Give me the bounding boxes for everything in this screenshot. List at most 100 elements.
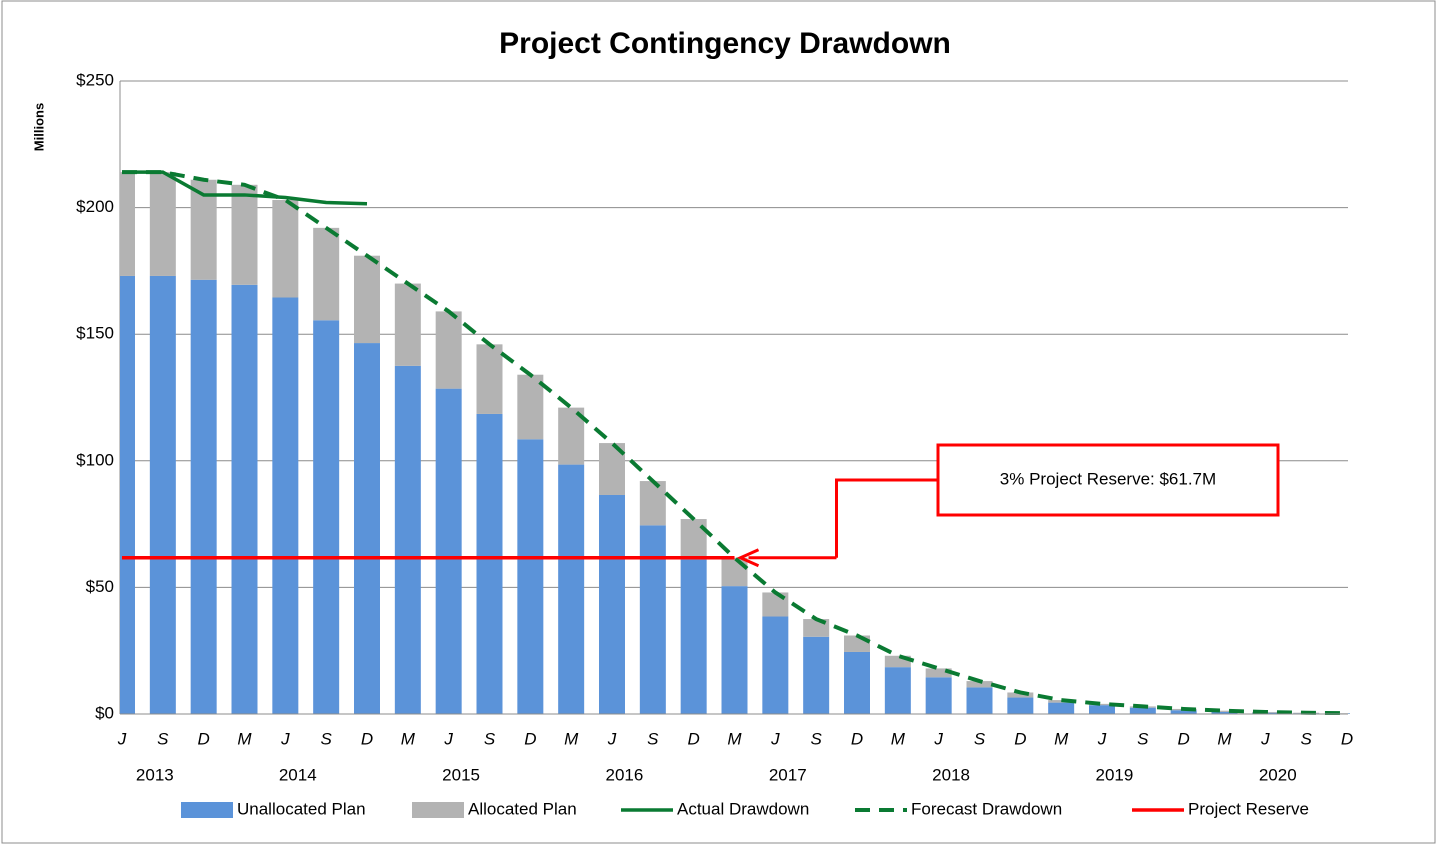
x-tick-label: M	[891, 729, 906, 748]
bar	[558, 464, 585, 714]
bar	[680, 559, 707, 714]
legend-swatch	[181, 802, 233, 818]
x-tick-label: S	[320, 729, 332, 748]
year-label: 2013	[136, 765, 174, 784]
year-label: 2019	[1096, 765, 1134, 784]
x-tick-label: S	[1300, 729, 1312, 748]
bar	[1048, 700, 1075, 703]
x-tick-label: S	[647, 729, 659, 748]
year-label: 2020	[1259, 765, 1297, 784]
bar	[313, 320, 340, 714]
x-tick-label: D	[1014, 729, 1026, 748]
x-tick-label: J	[933, 729, 943, 748]
y-tick-label: $150	[76, 324, 114, 343]
legend-swatch	[412, 802, 464, 818]
y-tick-label: $0	[95, 703, 114, 722]
x-tick-label: D	[1178, 729, 1190, 748]
year-label: 2014	[279, 765, 317, 784]
x-tick-label: J	[117, 729, 127, 748]
bar	[313, 227, 340, 321]
bar	[639, 481, 666, 526]
x-tick-label: M	[564, 729, 579, 748]
x-tick-label: J	[607, 729, 617, 748]
bar	[639, 525, 666, 714]
bar	[599, 494, 625, 714]
year-label: 2015	[442, 765, 480, 784]
bar	[149, 275, 176, 714]
bar	[844, 651, 870, 714]
x-tick-label: D	[688, 729, 700, 748]
legend-label: Allocated Plan	[468, 799, 577, 818]
x-tick-label: M	[1217, 729, 1232, 748]
year-label: 2018	[932, 765, 970, 784]
x-tick-label: S	[810, 729, 822, 748]
y-tick-label: $250	[76, 70, 114, 89]
bar	[1170, 710, 1197, 714]
bar	[1007, 697, 1034, 714]
x-tick-label: D	[851, 729, 863, 748]
bar	[517, 374, 544, 440]
x-tick-label: S	[1137, 729, 1149, 748]
x-tick-label: J	[280, 729, 290, 748]
bar	[476, 413, 503, 714]
bar	[394, 365, 421, 714]
bar	[925, 677, 952, 714]
bar	[231, 284, 258, 714]
legend-label: Actual Drawdown	[677, 799, 809, 818]
line	[122, 170, 368, 206]
x-tick-label: S	[484, 729, 496, 748]
bar	[1089, 703, 1115, 706]
bar	[925, 668, 952, 678]
x-tick-label: D	[361, 729, 373, 748]
bar	[190, 279, 217, 714]
annotation-connector	[835, 478, 938, 558]
bar	[966, 687, 993, 714]
annotation-box	[936, 443, 1280, 517]
x-tick-label: J	[1260, 729, 1270, 748]
x-tick-label: J	[443, 729, 453, 748]
bar	[272, 200, 299, 298]
chart-title: Project Contingency Drawdown	[499, 27, 951, 60]
bar	[435, 388, 462, 714]
x-tick-label: M	[237, 729, 252, 748]
x-tick-label: M	[727, 729, 742, 748]
y-tick-label: $200	[76, 197, 114, 216]
x-tick-label: D	[1341, 729, 1353, 748]
bar	[1007, 692, 1034, 698]
bar	[354, 255, 380, 344]
bar	[966, 681, 993, 688]
bar	[803, 636, 830, 714]
bar	[1211, 710, 1238, 712]
bar	[354, 343, 380, 714]
x-tick-label: M	[401, 729, 416, 748]
y-axis-title: Millions	[31, 103, 46, 151]
bar	[120, 172, 135, 276]
bar	[435, 311, 462, 389]
year-label: 2016	[606, 765, 644, 784]
line	[122, 170, 1348, 715]
annotation-text: 3% Project Reserve: $61.7M	[1000, 469, 1216, 488]
x-tick-label: D	[524, 729, 536, 748]
year-label: 2017	[769, 765, 807, 784]
y-tick-label: $100	[76, 450, 114, 469]
plot-area	[120, 170, 1350, 715]
legend-label: Forecast Drawdown	[911, 799, 1062, 818]
legend-label: Project Reserve	[1188, 799, 1309, 818]
y-tick-label: $50	[86, 577, 114, 596]
bar	[517, 439, 544, 714]
x-tick-label: S	[974, 729, 986, 748]
bar	[884, 667, 911, 714]
bar	[149, 172, 176, 276]
bar	[1211, 711, 1238, 714]
bar	[1089, 705, 1115, 714]
x-tick-label: D	[198, 729, 210, 748]
bar	[762, 616, 789, 714]
bar	[476, 344, 503, 414]
bar	[1048, 702, 1075, 714]
x-tick-label: S	[157, 729, 169, 748]
bar	[272, 297, 299, 714]
bar	[231, 184, 258, 285]
x-tick-label: M	[1054, 729, 1069, 748]
